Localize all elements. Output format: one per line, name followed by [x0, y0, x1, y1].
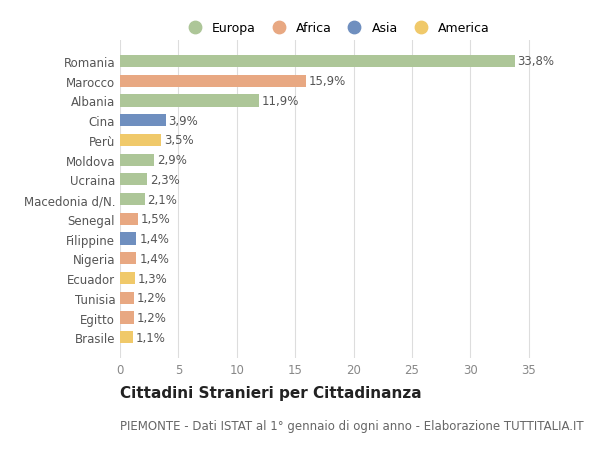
Bar	[120, 292, 134, 304]
Text: 11,9%: 11,9%	[262, 95, 299, 108]
Text: 1,5%: 1,5%	[140, 213, 170, 226]
Bar	[120, 331, 133, 344]
Bar	[120, 75, 305, 88]
Text: 1,2%: 1,2%	[137, 291, 167, 305]
Text: 3,5%: 3,5%	[164, 134, 193, 147]
Text: 2,1%: 2,1%	[148, 193, 178, 206]
Bar	[120, 312, 134, 324]
Text: 1,2%: 1,2%	[137, 311, 167, 325]
Bar	[120, 154, 154, 166]
Bar	[120, 56, 515, 68]
Bar	[120, 174, 147, 186]
Bar	[120, 233, 136, 245]
Text: 1,4%: 1,4%	[139, 233, 169, 246]
Text: Cittadini Stranieri per Cittadinanza: Cittadini Stranieri per Cittadinanza	[120, 385, 422, 400]
Text: 3,9%: 3,9%	[169, 114, 198, 128]
Bar	[120, 115, 166, 127]
Legend: Europa, Africa, Asia, America: Europa, Africa, Asia, America	[179, 19, 493, 37]
Text: 33,8%: 33,8%	[518, 56, 554, 68]
Bar	[120, 272, 135, 285]
Text: 2,9%: 2,9%	[157, 154, 187, 167]
Bar	[120, 252, 136, 265]
Text: PIEMONTE - Dati ISTAT al 1° gennaio di ogni anno - Elaborazione TUTTITALIA.IT: PIEMONTE - Dati ISTAT al 1° gennaio di o…	[120, 419, 584, 432]
Text: 1,3%: 1,3%	[138, 272, 168, 285]
Bar	[120, 213, 137, 225]
Text: 2,3%: 2,3%	[150, 174, 179, 186]
Bar	[120, 194, 145, 206]
Text: 1,1%: 1,1%	[136, 331, 166, 344]
Text: 15,9%: 15,9%	[308, 75, 346, 88]
Bar	[120, 95, 259, 107]
Bar	[120, 134, 161, 147]
Text: 1,4%: 1,4%	[139, 252, 169, 265]
